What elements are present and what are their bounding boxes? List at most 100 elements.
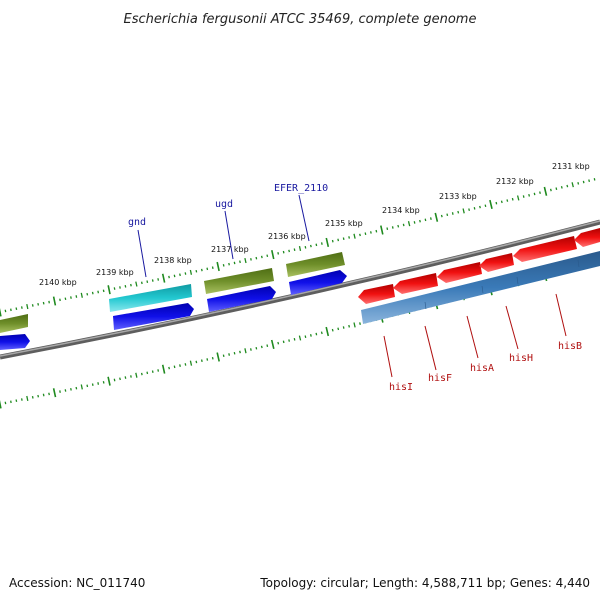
ruler-minor-tick	[42, 393, 45, 397]
ruler-labels: 2131 kbp 2132 kbp 2133 kbp 2134 kbp 2135…	[39, 162, 590, 287]
ruler-minor-tick	[293, 337, 296, 341]
gene-label-hisF[interactable]: hisF	[428, 373, 452, 384]
gene-feature-hisF[interactable]	[393, 273, 438, 294]
ruler-minor-tick	[473, 207, 476, 210]
tick-label: 2139 kbp	[96, 268, 134, 277]
ruler-minor-tick	[195, 360, 198, 364]
ruler-major-tick	[161, 273, 166, 283]
gene-label-hisA[interactable]: hisA	[470, 363, 494, 374]
ruler-minor-tick	[130, 283, 132, 287]
ruler-minor-tick	[506, 199, 509, 202]
gene-feature[interactable]	[0, 314, 28, 333]
ruler-minor-tick	[130, 375, 132, 378]
ruler-minor-tick	[70, 387, 72, 391]
ruler-minor-tick	[244, 257, 247, 264]
ruler-minor-tick	[91, 383, 94, 386]
ruler-minor-tick	[179, 273, 181, 277]
gene-label-hisI[interactable]: hisI	[389, 382, 413, 393]
ruler-minor-tick	[244, 348, 247, 354]
ruler-minor-tick	[211, 356, 214, 360]
cds-inner	[361, 251, 600, 324]
ruler-minor-tick	[15, 307, 18, 311]
ruler-minor-tick	[511, 197, 514, 201]
features-inner	[358, 228, 600, 304]
ruler-minor-tick	[168, 275, 170, 279]
ruler-minor-tick	[75, 295, 78, 298]
ruler-minor-tick	[424, 218, 427, 222]
features-outer	[0, 252, 345, 333]
ruler-minor-tick	[86, 384, 89, 388]
ruler-minor-tick	[331, 239, 334, 243]
ruler-minor-tick	[555, 187, 558, 191]
ruler-minor-tick	[413, 221, 416, 224]
cds-feature[interactable]	[289, 270, 347, 295]
ruler-minor-tick	[593, 178, 596, 181]
ruler-minor-tick	[402, 223, 405, 227]
gene-label-gnd[interactable]: gnd	[128, 217, 146, 228]
ruler-minor-tick	[20, 398, 23, 401]
tick-label: 2135 kbp	[325, 219, 363, 228]
cds-feature[interactable]	[361, 251, 600, 324]
ruler-minor-tick	[266, 254, 269, 258]
gene-label-hisB[interactable]: hisB	[558, 341, 582, 352]
ruler-minor-tick	[42, 301, 45, 305]
ruler-minor-tick	[348, 236, 351, 239]
gene-feature-hisA[interactable]	[437, 262, 482, 283]
ruler-minor-tick	[457, 210, 460, 214]
ruler-minor-tick	[195, 269, 198, 273]
backbone	[0, 219, 600, 360]
ruler-minor-tick	[200, 268, 203, 272]
ruler-minor-tick	[70, 296, 72, 299]
ruler-minor-tick	[135, 372, 138, 378]
ruler-minor-tick	[15, 399, 18, 402]
ruler-minor-tick	[124, 284, 127, 288]
ruler-minor-tick	[566, 184, 569, 188]
cds-feature[interactable]	[0, 334, 30, 350]
ruler-minor-tick	[282, 340, 285, 344]
ruler-minor-tick	[124, 376, 127, 379]
gene-feature-hisI[interactable]	[358, 284, 395, 304]
ruler-minor-tick	[184, 272, 187, 275]
tick-label: 2134 kbp	[382, 206, 420, 215]
ruler-minor-tick	[364, 232, 367, 236]
ruler-minor-tick	[211, 266, 214, 270]
ruler-minor-tick	[282, 250, 285, 254]
ruler-minor-tick	[359, 233, 361, 237]
ruler-minor-tick	[359, 322, 361, 325]
ruler-minor-tick	[26, 395, 29, 402]
gene-feature[interactable]	[574, 228, 600, 247]
ruler-minor-tick	[37, 394, 40, 398]
ruler-minor-tick	[516, 195, 520, 201]
cds-feature[interactable]	[113, 303, 194, 330]
ruler-minor-tick	[582, 180, 585, 184]
ruler-minor-tick	[539, 191, 541, 194]
gene-label-ugd[interactable]: ugd	[215, 199, 233, 210]
gene-feature-gnd[interactable]	[109, 284, 192, 312]
ruler-minor-tick	[419, 219, 421, 223]
tick-label: 2133 kbp	[439, 192, 477, 201]
ruler-minor-tick	[353, 322, 356, 328]
ruler-minor-tick	[113, 287, 116, 290]
gene-feature-hisB[interactable]	[513, 236, 577, 262]
ruler-minor-tick	[102, 381, 105, 384]
ruler-minor-tick	[189, 269, 193, 275]
gene-feature-ugd[interactable]	[204, 268, 274, 294]
ruler-minor-tick	[533, 192, 536, 196]
cds-feature[interactable]	[207, 286, 276, 312]
ruler-minor-tick	[369, 231, 372, 234]
ruler-minor-tick	[48, 392, 50, 396]
ruler-minor-tick	[288, 339, 291, 342]
gene-feature-efer2110[interactable]	[286, 252, 345, 277]
ruler-minor-tick	[522, 195, 525, 198]
ruler-minor-tick	[320, 242, 323, 245]
tick-label: 2137 kbp	[211, 245, 249, 254]
ruler-major-tick	[161, 364, 166, 374]
gene-label-hisH[interactable]: hisH	[509, 353, 533, 364]
ruler-minor-tick	[173, 365, 176, 369]
ruler-minor-tick	[113, 378, 116, 382]
ruler-minor-tick	[200, 359, 203, 363]
gene-feature-hisH[interactable]	[479, 253, 514, 272]
ruler-minor-tick	[293, 248, 296, 252]
gene-label-efer2110[interactable]: EFER_2110	[274, 183, 328, 194]
label-leaders	[137, 194, 567, 378]
